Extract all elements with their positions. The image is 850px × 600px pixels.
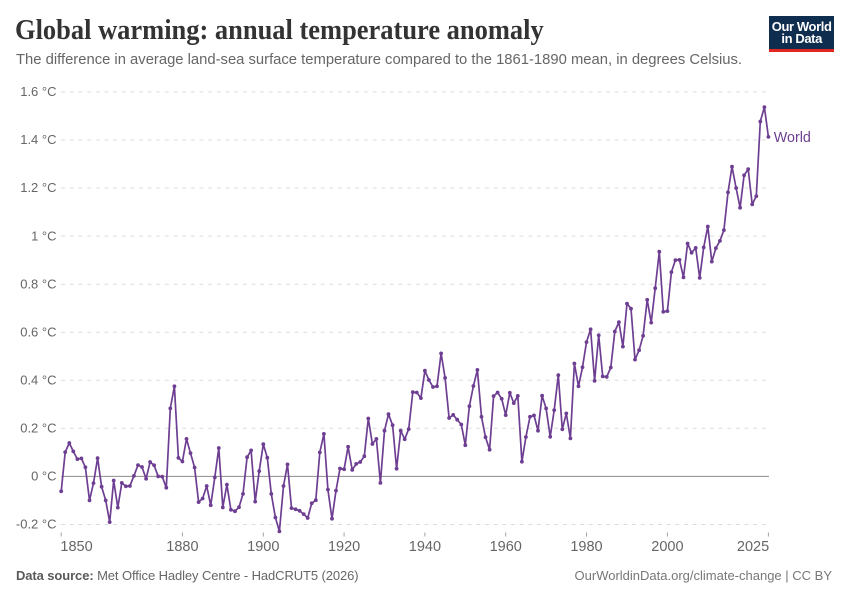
- svg-text:1 °C: 1 °C: [31, 228, 56, 243]
- svg-text:2000: 2000: [651, 539, 683, 555]
- svg-text:1900: 1900: [247, 539, 279, 555]
- svg-text:World: World: [774, 130, 811, 146]
- svg-text:1960: 1960: [490, 539, 522, 555]
- svg-text:1.6 °C: 1.6 °C: [20, 84, 56, 99]
- svg-text:0.4 °C: 0.4 °C: [20, 373, 56, 388]
- svg-text:2025: 2025: [737, 539, 769, 555]
- svg-text:1920: 1920: [328, 539, 360, 555]
- svg-text:-0.2 °C: -0.2 °C: [16, 517, 57, 532]
- svg-text:0.8 °C: 0.8 °C: [20, 276, 56, 291]
- svg-text:0.2 °C: 0.2 °C: [20, 421, 56, 436]
- svg-text:1880: 1880: [166, 539, 198, 555]
- svg-text:1.2 °C: 1.2 °C: [20, 180, 56, 195]
- svg-text:1850: 1850: [60, 539, 92, 555]
- svg-text:1940: 1940: [409, 539, 441, 555]
- svg-text:0.6 °C: 0.6 °C: [20, 324, 56, 339]
- svg-text:1.4 °C: 1.4 °C: [20, 132, 56, 147]
- svg-text:0 °C: 0 °C: [31, 469, 56, 484]
- svg-text:1980: 1980: [570, 539, 602, 555]
